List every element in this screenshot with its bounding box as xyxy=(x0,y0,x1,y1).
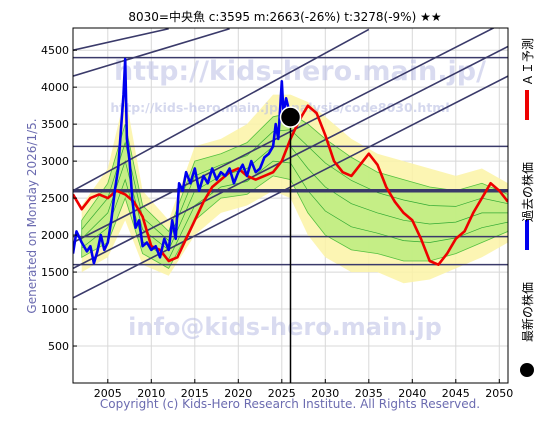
x-tick-label: 2010 xyxy=(137,387,165,400)
latest-price-marker xyxy=(279,106,302,128)
trend-line xyxy=(73,28,169,51)
trend-lines xyxy=(73,28,508,299)
y-tick-label: 3000 xyxy=(41,155,69,168)
trend-line xyxy=(73,28,230,77)
legend-marker-latest xyxy=(520,363,534,377)
x-tick-label: 2045 xyxy=(442,387,470,400)
y-tick-label: 2000 xyxy=(41,229,69,242)
legend-label: ＡＩ予測 xyxy=(521,38,535,86)
x-tick-label: 2040 xyxy=(398,387,426,400)
trend-line xyxy=(73,28,370,192)
x-tick-label: 2020 xyxy=(224,387,252,400)
chart-title: 8030=中央魚 c:3595 m:2663(-26%) t:3278(-9%)… xyxy=(128,9,441,24)
y-tick-label: 1500 xyxy=(41,266,69,279)
legend-label: 最新の株価 xyxy=(520,282,535,342)
legend-label: 過去の株価 xyxy=(520,162,535,222)
y-tick-label: 1000 xyxy=(41,303,69,316)
y-tick-label: 2500 xyxy=(41,192,69,205)
x-tick-label: 2015 xyxy=(181,387,209,400)
x-tick-label: 2030 xyxy=(311,387,339,400)
x-tick-label: 2005 xyxy=(94,387,122,400)
generated-date-label: Generated on Monday 2026/1/5. xyxy=(25,118,39,313)
watermark-email: info@kids-hero.main.jp xyxy=(128,313,442,341)
markers xyxy=(279,106,302,383)
past-price-line xyxy=(73,57,292,265)
plot-border xyxy=(72,27,509,384)
y-tick-label: 500 xyxy=(48,340,69,353)
y-tick-label: 4000 xyxy=(41,81,69,94)
watermark-url-main: http://kids-hero.main.jp/ xyxy=(114,56,486,87)
axes: 2005 2010 2015 2020 2025 2030 2035 2040 2045 2050… xyxy=(41,44,513,400)
y-tick-label: 3500 xyxy=(41,118,69,131)
copyright-text: Copyright (c) Kids-Hero Research Institu… xyxy=(100,397,480,411)
x-tick-label: 2025 xyxy=(268,387,296,400)
x-tick-label: 2035 xyxy=(355,387,383,400)
forecast-band-inner xyxy=(81,112,508,269)
x-tick-label: 2050 xyxy=(485,387,513,400)
y-tick-label: 4500 xyxy=(41,44,69,57)
